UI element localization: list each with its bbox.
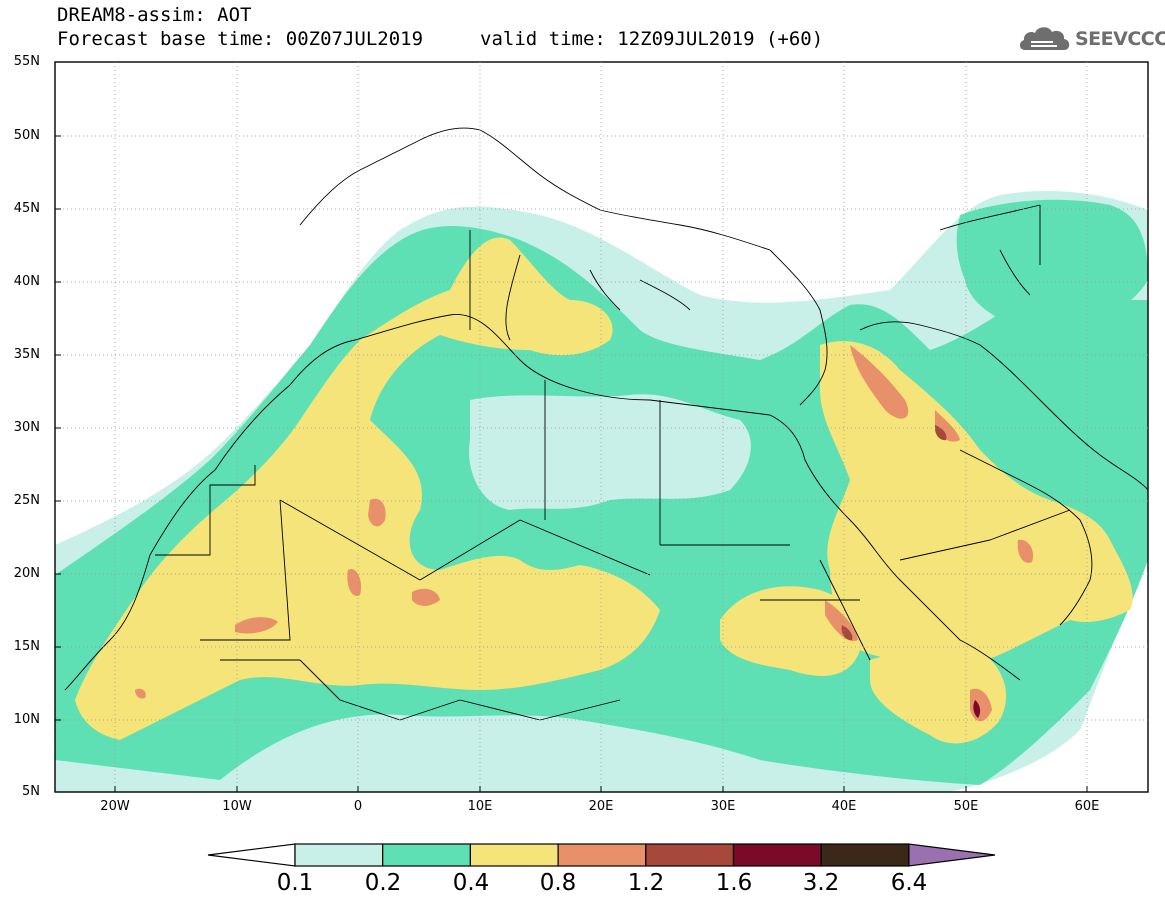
lat-tick: 55N	[13, 54, 40, 69]
lon-tick: 0	[353, 799, 363, 814]
lat-tick: 45N	[13, 201, 40, 216]
forecast-base-time: Forecast base time: 00Z07JUL2019	[57, 28, 424, 50]
aot-field	[55, 191, 1148, 792]
lon-tick: 20E	[588, 799, 614, 814]
cloud-logo-icon	[1019, 27, 1070, 50]
coastlines	[64, 127, 1148, 721]
colorbar-label: 3.2	[802, 870, 840, 896]
colorbar-label: 0.2	[364, 870, 402, 896]
gridlines	[55, 62, 1148, 792]
colorbar-label: 0.8	[539, 870, 577, 896]
colorbar-label: 1.6	[715, 870, 753, 896]
lat-tick: 10N	[13, 712, 40, 727]
lat-tick: 35N	[13, 347, 40, 362]
colorbar	[207, 843, 996, 867]
lon-tick: 10E	[467, 799, 493, 814]
lat-tick: 5N	[22, 784, 40, 799]
lat-tick: 40N	[13, 274, 40, 289]
lon-tick: 40E	[831, 799, 857, 814]
colorbar-label: 6.4	[890, 870, 928, 896]
lon-tick: 20W	[100, 799, 130, 814]
colorbar-swatch	[382, 843, 472, 867]
colorbar-label: 1.2	[627, 870, 665, 896]
logo-text: SEEVCCC	[1075, 28, 1165, 50]
colorbar-swatch	[469, 843, 559, 867]
colorbar-swatch	[645, 843, 735, 867]
map-title: DREAM8-assim: AOT	[57, 4, 252, 26]
lon-tick: 10W	[222, 799, 252, 814]
colorbar-swatch	[820, 843, 910, 867]
colorbar-label: 0.4	[452, 870, 490, 896]
valid-time: valid time: 12Z09JUL2019 (+60)	[480, 28, 824, 50]
lon-tick: 50E	[953, 799, 979, 814]
colorbar-label: 0.1	[276, 870, 314, 896]
seevccc-logo: SEEVCCC	[1017, 22, 1165, 56]
colorbar-extend-high	[908, 843, 996, 867]
lon-tick: 30E	[710, 799, 736, 814]
lat-tick: 30N	[13, 420, 40, 435]
lat-tick: 20N	[13, 566, 40, 581]
colorbar-swatch	[294, 843, 384, 867]
lat-tick: 15N	[13, 639, 40, 654]
lat-tick: 25N	[13, 493, 40, 508]
lat-tick: 50N	[13, 128, 40, 143]
colorbar-swatch	[732, 843, 822, 867]
colorbar-swatch	[557, 843, 647, 867]
lon-tick: 60E	[1074, 799, 1100, 814]
